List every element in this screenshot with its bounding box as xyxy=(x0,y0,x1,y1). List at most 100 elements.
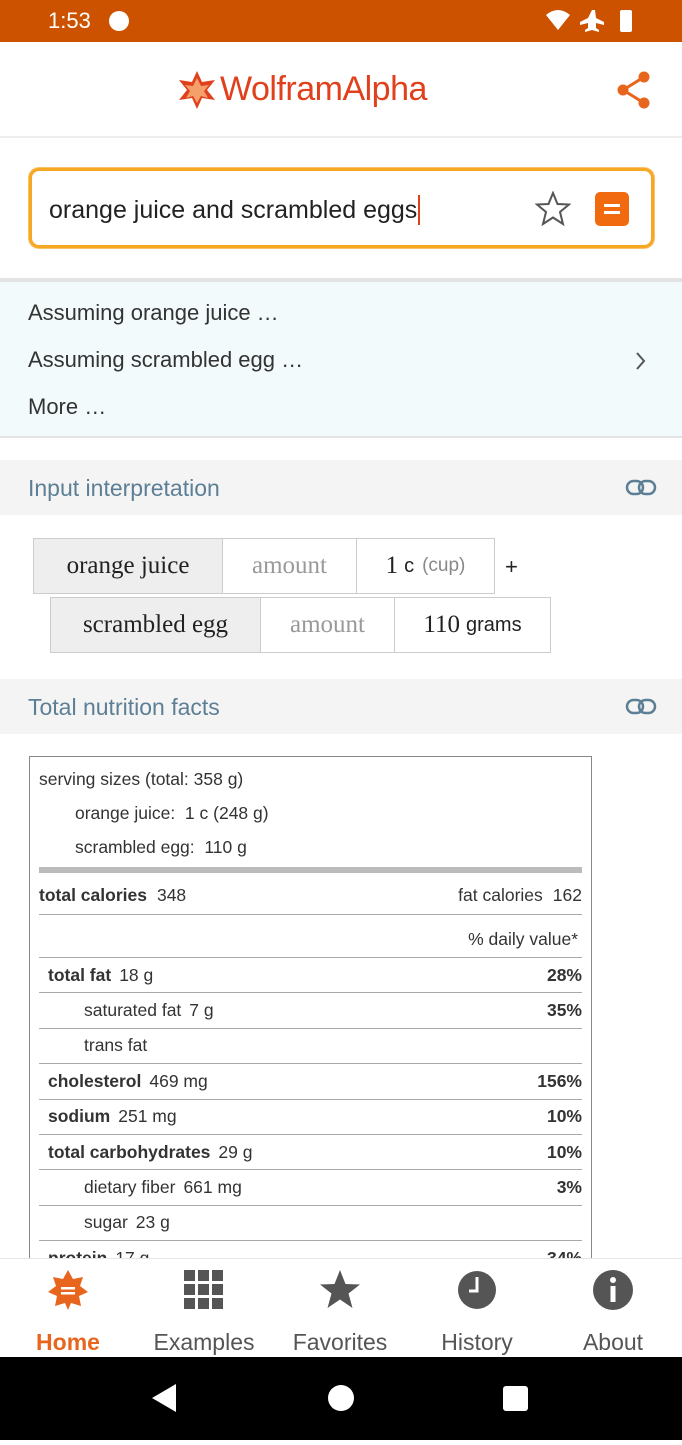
fat-calories: 162 xyxy=(552,885,582,905)
nav-label[interactable]: Favorites xyxy=(292,1329,388,1355)
nutrient-row: sodium 251 mg 10% xyxy=(39,1098,582,1134)
share-button[interactable] xyxy=(615,70,653,110)
serving: scrambled egg: 110 g xyxy=(75,837,247,857)
assumption[interactable]: Assuming scrambled egg … xyxy=(28,347,304,372)
bottom-nav: Home Examples Favorites History About xyxy=(0,1258,682,1357)
search-query[interactable]: orange juice and scrambled eggs xyxy=(49,195,421,225)
nav-label[interactable]: Examples xyxy=(153,1329,255,1355)
nutrient-label: trans fat xyxy=(84,1035,148,1056)
nutrient-label: dietary fiber xyxy=(84,1177,176,1198)
calories: 348 xyxy=(156,885,187,905)
status-icons xyxy=(546,10,632,32)
nutrient-amount: 17 g xyxy=(115,1247,150,1258)
nutrient-row: total fat 18 g 28% xyxy=(39,957,582,992)
nav-item[interactable]: Favorites xyxy=(272,1259,408,1358)
label-cell: amount xyxy=(260,597,395,653)
menu-button[interactable] xyxy=(595,192,631,228)
nav-icon xyxy=(320,1270,360,1308)
assumptions: Assuming orange juice … Assuming scrambl… xyxy=(0,278,682,438)
nav-icon xyxy=(458,1271,496,1309)
nutrient-amount: 23 g xyxy=(135,1212,170,1233)
nutrient-amount: 469 mg xyxy=(149,1070,208,1091)
nutrient-label: cholesterol xyxy=(48,1070,142,1091)
operator: + xyxy=(505,554,518,579)
section-header: Input interpretation xyxy=(0,460,682,515)
section-title: Input interpretation xyxy=(28,475,220,501)
quantity-cell: 1 c (cup) xyxy=(356,538,495,594)
nav-item[interactable]: Home xyxy=(0,1259,136,1358)
nutrient-row: sugar 23 g xyxy=(39,1204,582,1240)
nutrient-label: total carbohydrates xyxy=(48,1141,211,1162)
daily-value: 156% xyxy=(537,1070,582,1091)
nav-icon xyxy=(593,1270,633,1310)
search-box[interactable]: orange juice and scrambled eggs xyxy=(29,168,654,248)
daily-value: 3% xyxy=(556,1177,582,1198)
section-title: Total nutrition facts xyxy=(28,694,220,720)
status-time: 1:53 xyxy=(48,8,91,33)
daily-value: 35% xyxy=(546,1000,582,1021)
app-header: WolframAlpha xyxy=(0,42,682,138)
system-buttons[interactable] xyxy=(0,1357,682,1440)
system-nav xyxy=(0,1357,682,1440)
nutrient-amount: 18 g xyxy=(119,964,154,985)
item-cell: orange juice xyxy=(33,538,223,594)
nutrient-row: protein 17 g 34% xyxy=(39,1240,582,1258)
daily-value-header: % daily value* xyxy=(39,914,582,950)
serving-header: serving sizes (total: 358 g) xyxy=(39,769,244,789)
nutrient-label: protein xyxy=(48,1247,108,1258)
section-header: Total nutrition facts xyxy=(0,679,682,734)
assumption[interactable]: More … xyxy=(28,394,107,419)
favorite-button[interactable] xyxy=(535,191,571,227)
nav-item[interactable]: About xyxy=(545,1259,681,1358)
daily-value: 10% xyxy=(546,1141,582,1162)
nav-label[interactable]: Home xyxy=(36,1329,100,1355)
quantity-cell: 110 grams xyxy=(394,597,551,653)
label-cell: amount xyxy=(222,538,357,594)
assumption[interactable]: Assuming orange juice … xyxy=(28,300,279,325)
nav-item[interactable]: History xyxy=(409,1259,545,1358)
thick-rule xyxy=(39,867,582,873)
nutrient-amount: 29 g xyxy=(218,1141,253,1162)
status-bar: 1:53 xyxy=(0,0,682,42)
nutrient-row: cholesterol 469 mg 156% xyxy=(39,1063,582,1098)
calories-label: total calories xyxy=(39,885,147,905)
nutrient-label: sugar xyxy=(84,1212,128,1233)
nutrient-row: dietary fiber 661 mg 3% xyxy=(39,1169,582,1204)
calories-row: total calories 348 fat calories 162 xyxy=(39,885,582,906)
nav-item[interactable]: Examples xyxy=(136,1259,272,1358)
unit: c xyxy=(404,554,415,577)
serving: orange juice: 1 c (248 g) xyxy=(75,803,269,823)
logo-text: WolframAlpha xyxy=(220,70,427,108)
unit: grams xyxy=(466,613,522,636)
link-icon[interactable] xyxy=(625,478,657,498)
chevron[interactable] xyxy=(634,350,648,372)
nutrient-row: total carbohydrates 29 g 10% xyxy=(39,1134,582,1169)
quantity: 110 xyxy=(423,611,460,638)
daily-value: 34% xyxy=(546,1247,582,1258)
daily-value: 10% xyxy=(546,1106,582,1127)
quantity: 1 xyxy=(385,552,399,579)
status-icon xyxy=(109,11,129,31)
nutrient-row: saturated fat 7 g 35% xyxy=(39,992,582,1027)
nutrition-scroll: serving sizes (total: 358 g) orange juic… xyxy=(0,734,682,1258)
fat-calories-label: fat calories xyxy=(458,885,543,905)
nutrient-row: trans fat xyxy=(39,1027,582,1063)
nutrient-label: total fat xyxy=(48,964,112,985)
interpretation-table: orange juice amount 1 c (cup) + scrambled … xyxy=(0,538,682,658)
nav-icon xyxy=(184,1270,223,1309)
item-cell: scrambled egg xyxy=(50,597,261,653)
daily-value: 28% xyxy=(546,964,582,985)
nav-label[interactable]: About xyxy=(582,1329,644,1355)
nav-label[interactable]: History xyxy=(441,1329,513,1355)
unit-note: (cup) xyxy=(422,555,466,576)
nutrient-amount: 661 mg xyxy=(183,1177,242,1198)
nav-icon xyxy=(48,1270,88,1310)
nutrient-label: saturated fat xyxy=(84,1000,182,1021)
link-icon[interactable] xyxy=(625,697,657,717)
nutrient-label: sodium xyxy=(48,1106,111,1127)
nutrient-amount: 7 g xyxy=(189,1000,214,1021)
logo-icon xyxy=(179,71,215,109)
nutrient-amount: 251 mg xyxy=(118,1106,177,1127)
nutrition-label: serving sizes (total: 358 g) orange juic… xyxy=(29,756,592,1258)
